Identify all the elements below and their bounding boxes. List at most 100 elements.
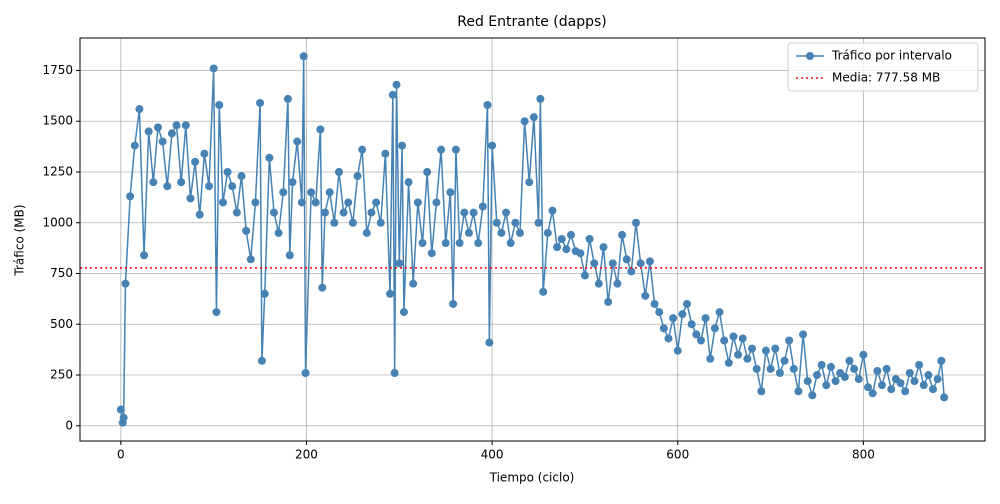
data-point [228, 182, 237, 191]
data-point [748, 344, 757, 353]
x-axis-label: Tiempo (ciclo) [489, 471, 575, 485]
data-point [223, 167, 232, 176]
data-point [785, 336, 794, 345]
data-point [181, 121, 190, 130]
data-point [585, 234, 594, 243]
data-point [381, 149, 390, 158]
data-point [395, 259, 404, 268]
data-point [432, 198, 441, 207]
data-point [743, 354, 752, 363]
y-tick-label: 500 [50, 317, 73, 331]
data-point [269, 208, 278, 217]
data-point [299, 52, 308, 61]
data-point [692, 330, 701, 339]
data-point [386, 289, 395, 298]
data-point [613, 279, 622, 288]
data-point [353, 172, 362, 181]
data-point [729, 332, 738, 341]
data-point [687, 320, 696, 329]
data-point [237, 172, 246, 181]
data-point [283, 94, 292, 103]
data-point [840, 373, 849, 382]
data-point [506, 239, 515, 248]
data-point [260, 289, 269, 298]
data-point [933, 375, 942, 384]
data-point [766, 364, 775, 373]
data-point [896, 379, 905, 388]
data-point [854, 375, 863, 384]
data-point [126, 192, 135, 201]
data-point [274, 228, 283, 237]
data-point [464, 228, 473, 237]
y-tick-label: 0 [65, 418, 73, 432]
data-point [116, 405, 125, 414]
data-point [710, 324, 719, 333]
data-point [937, 356, 946, 365]
data-point [543, 228, 552, 237]
data-point [358, 145, 367, 154]
data-point [256, 98, 265, 107]
data-point [339, 208, 348, 217]
data-point [279, 188, 288, 197]
data-point [191, 157, 200, 166]
data-point [163, 182, 172, 191]
data-point [868, 389, 877, 398]
data-point [929, 385, 938, 394]
data-point [515, 228, 524, 237]
data-point [348, 218, 357, 227]
data-point [186, 194, 195, 203]
x-tick-label: 400 [481, 448, 504, 462]
data-point [121, 279, 130, 288]
data-point [548, 206, 557, 215]
data-point [418, 239, 427, 248]
data-point [392, 80, 401, 89]
data-point [775, 368, 784, 377]
x-tick-label: 600 [666, 448, 689, 462]
data-point [520, 117, 529, 126]
data-point [822, 381, 831, 390]
data-point [720, 336, 729, 345]
data-point [887, 385, 896, 394]
data-point [673, 346, 682, 355]
data-point [924, 371, 933, 380]
data-point [608, 259, 617, 268]
data-point [205, 182, 214, 191]
data-point [905, 368, 914, 377]
data-point [576, 249, 585, 258]
data-point [794, 387, 803, 396]
data-point [789, 364, 798, 373]
data-point [627, 267, 636, 276]
data-point [590, 259, 599, 268]
data-point [734, 350, 743, 359]
data-point [511, 218, 520, 227]
data-point [882, 364, 891, 373]
data-point [246, 255, 255, 264]
data-point [285, 251, 294, 260]
data-point [567, 230, 576, 239]
data-point [307, 188, 316, 197]
data-point [525, 178, 534, 187]
data-point [413, 198, 422, 207]
data-point [752, 364, 761, 373]
y-axis-label: Tráfico (MB) [13, 204, 27, 276]
y-tick-label: 250 [50, 368, 73, 382]
data-point [696, 336, 705, 345]
data-point [877, 381, 886, 390]
data-point [831, 377, 840, 386]
data-point [399, 308, 408, 317]
data-point [604, 297, 613, 306]
data-point [488, 141, 497, 150]
data-point [799, 330, 808, 339]
chart-title: Red Entrante (dapps) [457, 14, 606, 30]
data-point [409, 279, 418, 288]
data-point [209, 64, 218, 73]
data-point [683, 299, 692, 308]
data-point [257, 356, 266, 365]
data-point [242, 226, 251, 235]
data-point [850, 364, 859, 373]
x-tick-label: 200 [295, 448, 318, 462]
data-point [297, 198, 306, 207]
data-point [492, 218, 501, 227]
data-point [172, 121, 181, 130]
